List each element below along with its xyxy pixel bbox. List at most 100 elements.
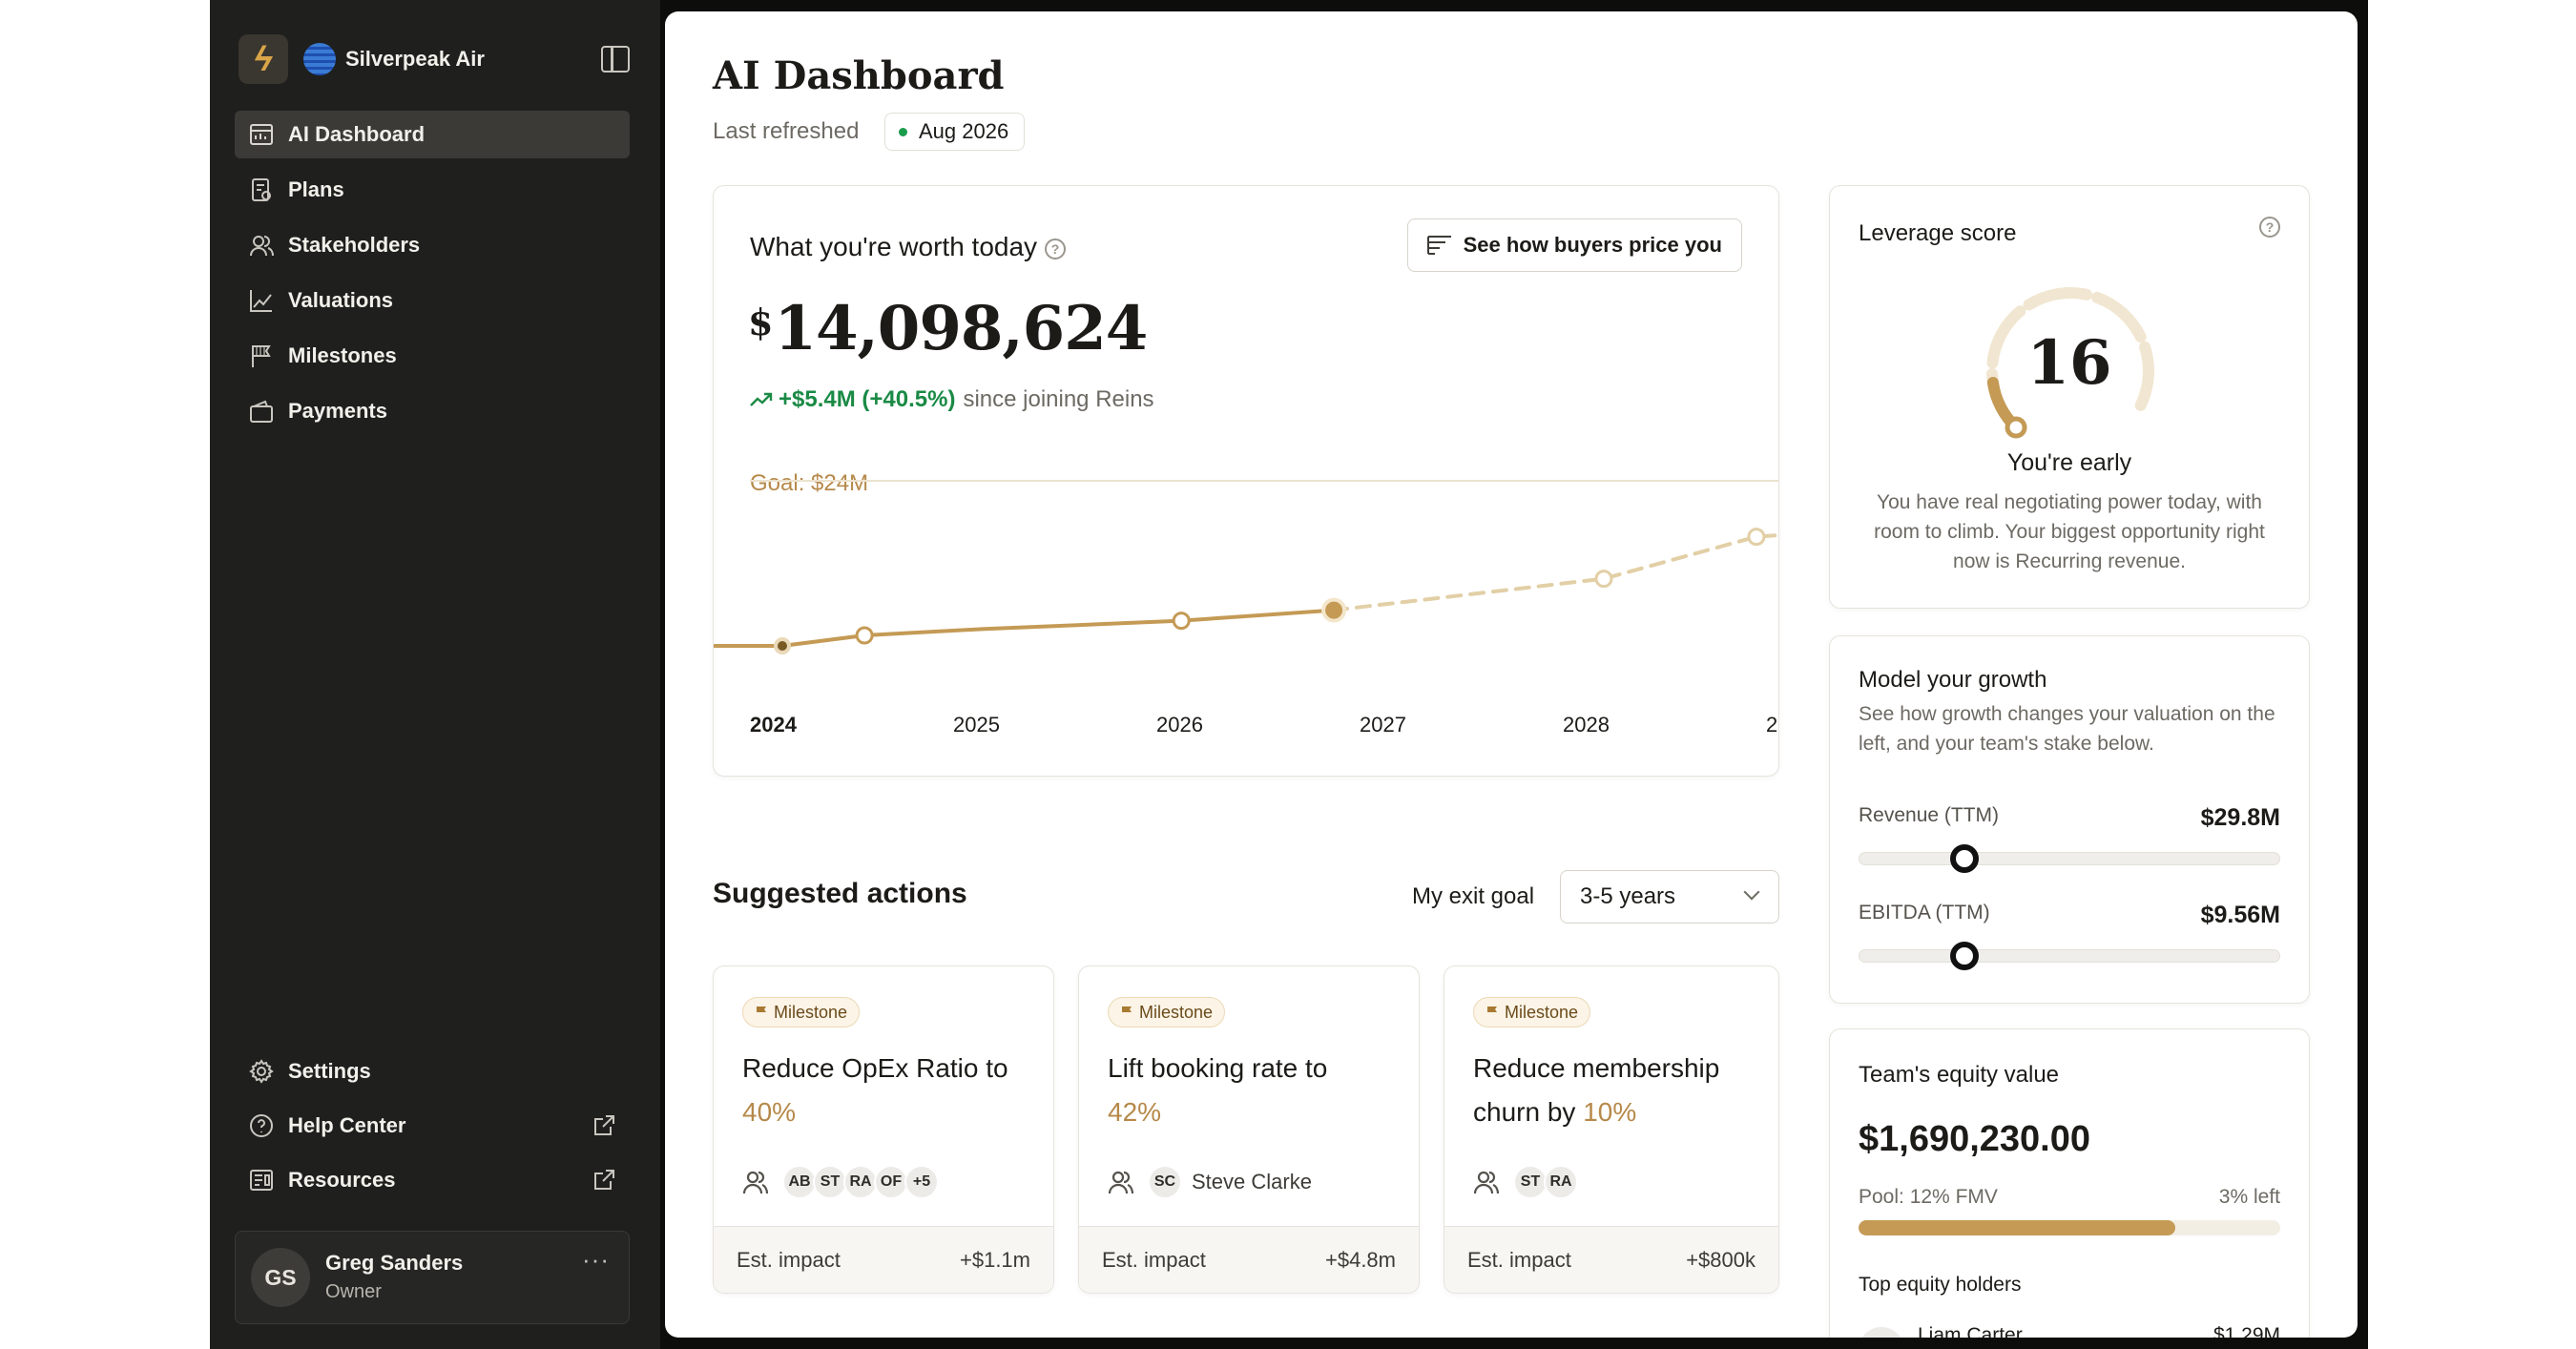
flag-icon xyxy=(248,342,275,369)
projection-line xyxy=(1332,533,1778,612)
badge-label: Milestone xyxy=(774,1002,848,1022)
leverage-gauge xyxy=(1986,287,2154,439)
slider-value: $9.56M xyxy=(2200,902,2280,928)
gauge-segment xyxy=(2023,287,2092,311)
sidebar-item-label: Stakeholders xyxy=(288,233,421,257)
milestone-badge: Milestone xyxy=(1473,997,1591,1027)
sidebar-item-stakeholders[interactable]: Stakeholders xyxy=(235,221,630,269)
revenue-slider-row: Revenue (TTM) $29.8M xyxy=(1859,804,2280,832)
ebitda-slider-row: EBITDA (TTM) $9.56M xyxy=(1859,902,2280,929)
suggested-actions-title: Suggested actions xyxy=(713,878,967,909)
impact-value: +$800k xyxy=(1686,1247,1755,1272)
user-card[interactable]: GS Greg Sanders Owner ··· xyxy=(235,1231,630,1324)
help-icon[interactable]: ? xyxy=(1045,238,1067,259)
action-title: Lift booking rate to 42% xyxy=(1108,1047,1396,1134)
equity-pool-bar xyxy=(1859,1220,2280,1235)
holder-name: Liam Carter xyxy=(1918,1324,2023,1338)
sidebar-item-plans[interactable]: Plans xyxy=(235,166,630,214)
leverage-card: Leverage score ? 16 You're early You hav… xyxy=(1829,185,2310,609)
exit-goal-select[interactable]: 3-5 years xyxy=(1560,870,1779,924)
milestone-badge: Milestone xyxy=(1108,997,1226,1027)
leverage-title: Leverage score xyxy=(1859,220,2017,246)
collapse-sidebar-icon[interactable] xyxy=(601,46,630,73)
sidebar-item-payments[interactable]: Payments xyxy=(235,387,630,435)
action-title-text: Reduce OpEx Ratio to xyxy=(742,1053,1008,1083)
action-card[interactable]: Milestone Lift booking rate to 42% SC Ste… xyxy=(1078,965,1420,1294)
sidebar: ϟ Silverpeak Air AI Dashboard Plans Stak… xyxy=(210,0,660,1349)
currency-symbol: $ xyxy=(748,301,773,343)
user-role: Owner xyxy=(325,1281,382,1302)
sidebar-item-resources[interactable]: Resources xyxy=(235,1156,630,1204)
holder-value: $1.29M xyxy=(2212,1324,2280,1338)
worth-title-text: What you're worth today xyxy=(750,232,1038,261)
top-holders-title: Top equity holders xyxy=(1859,1274,2022,1296)
delta-value: +$5.4M (+40.5%) xyxy=(779,386,956,412)
help-icon[interactable]: ? xyxy=(2259,217,2280,238)
badge-label: Milestone xyxy=(1505,1002,1579,1022)
action-title: Reduce OpEx Ratio to 40% xyxy=(742,1047,1030,1134)
slider-label: EBITDA (TTM) xyxy=(1859,902,1990,924)
refreshed-date-badge: Aug 2026 xyxy=(884,113,1026,151)
gauge-knob xyxy=(2005,416,2027,439)
dashboard-icon xyxy=(248,121,275,148)
gauge-segment xyxy=(2091,291,2147,343)
assignees: AB ST RA OF +5 xyxy=(742,1165,939,1199)
ebitda-slider[interactable] xyxy=(1859,942,2280,970)
see-buyers-price-button[interactable]: See how buyers price you xyxy=(1406,218,1742,272)
impact-value: +$1.1m xyxy=(960,1247,1030,1272)
org-name[interactable]: Silverpeak Air xyxy=(345,47,485,71)
impact-footer: Est. impact +$1.1m xyxy=(714,1226,1053,1293)
valuation-chart xyxy=(714,480,1778,654)
sidebar-item-valuations[interactable]: Valuations xyxy=(235,277,630,324)
impact-label: Est. impact xyxy=(1467,1247,1571,1272)
projection-point xyxy=(1747,528,1766,547)
logo-mark: ϟ xyxy=(254,39,273,78)
worth-card: What you're worth today? See how buyers … xyxy=(713,185,1779,777)
sidebar-item-ai-dashboard[interactable]: AI Dashboard xyxy=(235,111,630,158)
badge-label: Milestone xyxy=(1139,1002,1214,1022)
current-data-point xyxy=(1321,597,1347,623)
revenue-slider[interactable] xyxy=(1859,844,2280,873)
avatar: RA xyxy=(1544,1165,1578,1199)
sidebar-item-label: Settings xyxy=(288,1059,371,1083)
x-tick-label: 2025 xyxy=(953,713,1000,737)
gauge-segment xyxy=(2134,341,2154,411)
people-icon xyxy=(742,1171,769,1194)
page-title: AI Dashboard xyxy=(713,53,1005,98)
action-card[interactable]: Milestone Reduce OpEx Ratio to 40% AB ST … xyxy=(713,965,1054,1294)
sidebar-item-milestones[interactable]: Milestones xyxy=(235,332,630,380)
worth-amount: 14,098,624 xyxy=(774,293,1148,364)
equity-holder-row[interactable]: LC Liam Carter $1.29M xyxy=(1859,1312,2280,1338)
leverage-status: You're early xyxy=(2006,449,2132,476)
chart-line-icon xyxy=(248,287,275,314)
slider-value: $29.8M xyxy=(2200,804,2280,831)
equity-pool-row: Pool: 12% FMV 3% left xyxy=(1859,1186,2280,1209)
sidebar-item-label: Valuations xyxy=(288,288,394,312)
slider-thumb[interactable] xyxy=(1950,942,1979,970)
plans-icon xyxy=(248,176,275,203)
avatar: LC xyxy=(1859,1327,1904,1338)
action-card[interactable]: Milestone Reduce membership churn by 10%… xyxy=(1444,965,1779,1294)
flag-icon xyxy=(757,1007,766,1019)
sidebar-item-help-center[interactable]: Help Center xyxy=(235,1102,630,1150)
app-logo[interactable]: ϟ xyxy=(239,34,288,84)
slider-thumb[interactable] xyxy=(1950,844,1979,873)
gear-icon xyxy=(248,1058,275,1085)
equity-pool-fill xyxy=(1859,1220,2175,1235)
impact-label: Est. impact xyxy=(737,1247,841,1272)
filter-list-icon xyxy=(1426,236,1451,255)
pool-label: Pool: 12% FMV xyxy=(1859,1186,1998,1208)
action-target: 42% xyxy=(1108,1097,1162,1127)
help-icon xyxy=(248,1112,275,1139)
sidebar-item-settings[interactable]: Settings xyxy=(235,1048,630,1095)
more-options-icon[interactable]: ··· xyxy=(582,1245,610,1274)
model-growth-card: Model your growth See how growth changes… xyxy=(1829,635,2310,1004)
pool-left: 3% left xyxy=(2218,1186,2280,1208)
exit-goal-value: 3-5 years xyxy=(1580,883,1676,909)
worth-value: $14,098,624 xyxy=(748,293,1148,364)
delta-suffix: since joining Reins xyxy=(963,386,1154,412)
trend-up-icon xyxy=(750,392,773,406)
action-title-text: Lift booking rate to xyxy=(1108,1053,1328,1083)
flag-icon xyxy=(1122,1007,1132,1019)
model-growth-description: See how growth changes your valuation on… xyxy=(1859,703,2275,755)
